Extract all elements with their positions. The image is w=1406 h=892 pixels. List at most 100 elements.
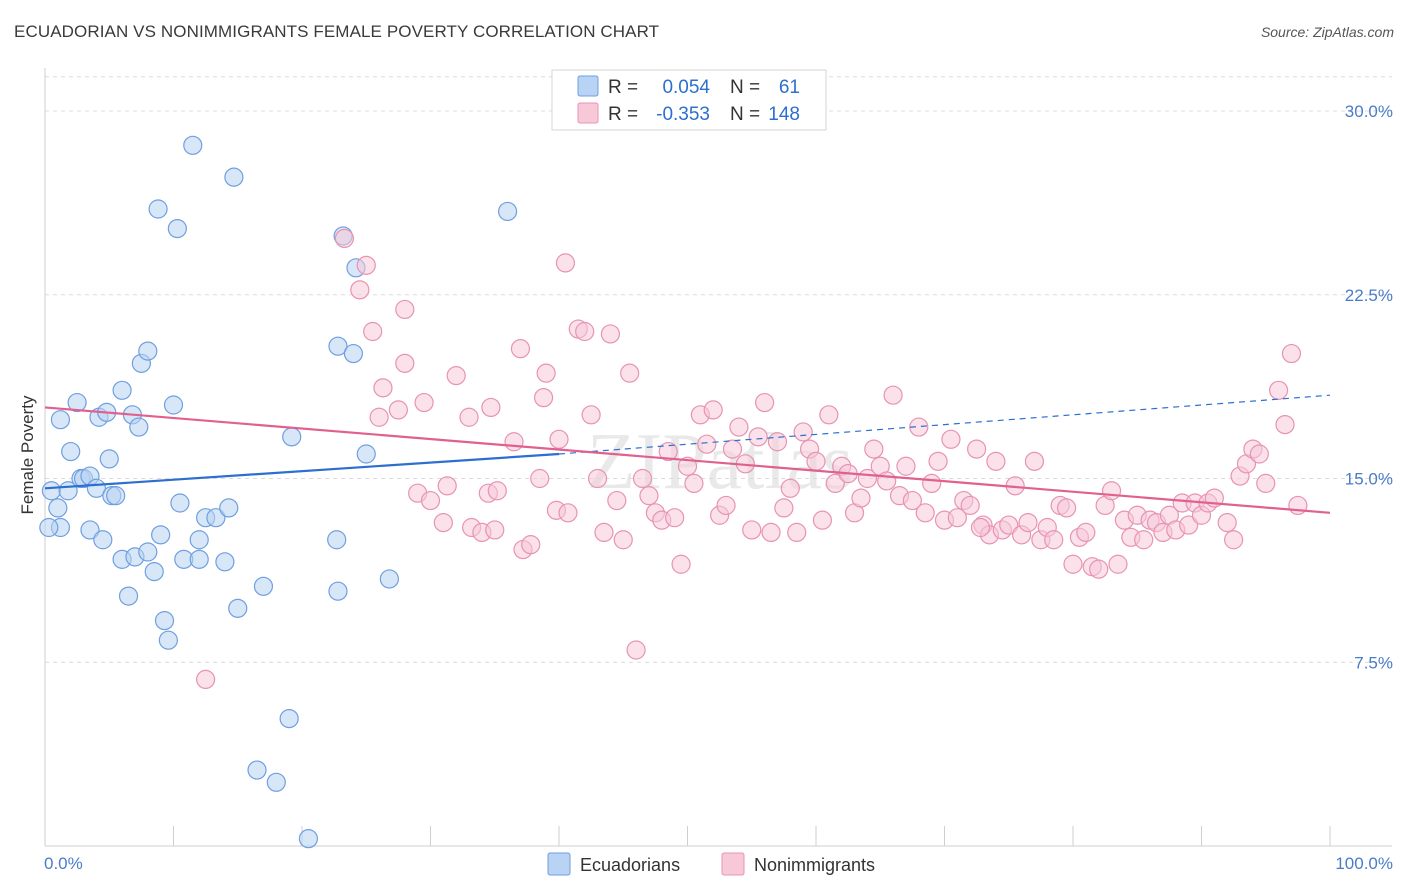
nonimmigrant-point bbox=[1024, 451, 1045, 471]
nonimmigrant-point bbox=[446, 366, 466, 386]
source-label: Source: ZipAtlas.com bbox=[1260, 24, 1394, 40]
ecuadorian-point bbox=[170, 493, 190, 513]
y-tick-label: 7.5% bbox=[1354, 653, 1393, 672]
nonimmigrant-point bbox=[414, 392, 434, 413]
ecuadorian-trend-extension bbox=[558, 394, 1331, 455]
nonimmigrant-point bbox=[549, 429, 569, 449]
ecuadorian-point bbox=[144, 561, 164, 582]
legend-swatch-nonimmigrants bbox=[577, 102, 599, 124]
ecuadorian-point bbox=[328, 336, 348, 356]
ecuadorian-point bbox=[138, 341, 158, 361]
ecuadorian-point bbox=[189, 549, 209, 569]
nonimmigrant-point bbox=[902, 490, 922, 511]
nonimmigrant-point bbox=[1089, 559, 1109, 579]
nonimmigrant-point bbox=[1056, 498, 1077, 518]
ecuadorian-point bbox=[93, 530, 113, 550]
nonimmigrant-point bbox=[373, 378, 393, 398]
nonimmigrant-point bbox=[658, 441, 678, 462]
ecuadorian-point bbox=[327, 530, 347, 550]
series-nonimmigrants bbox=[196, 228, 1308, 690]
nonimmigrant-point bbox=[558, 503, 578, 523]
ecuadorian-point bbox=[39, 517, 59, 538]
legend: R = 0.054 N = 61 R = -0.353 N = 148 bbox=[551, 69, 827, 131]
nonimmigrant-point bbox=[742, 520, 762, 540]
nonimmigrant-point bbox=[780, 478, 800, 498]
bottom-legend-label-nonimmigrants: Nonimmigrants bbox=[754, 855, 875, 875]
nonimmigrant-point bbox=[607, 490, 627, 511]
ecuadorian-point bbox=[206, 508, 226, 528]
nonimmigrant-point bbox=[1101, 481, 1122, 501]
nonimmigrant-point bbox=[761, 522, 781, 543]
nonimmigrant-point bbox=[510, 339, 531, 359]
y-tick-labels: 7.5% 15.0% 22.5% 30.0% bbox=[1345, 102, 1393, 672]
nonimmigrant-point bbox=[909, 417, 929, 437]
nonimmigrant-point bbox=[1018, 512, 1038, 533]
nonimmigrant-point bbox=[521, 535, 541, 555]
chart-title: ECUADORIAN VS NONIMMIGRANTS FEMALE POVER… bbox=[14, 22, 660, 41]
legend-r-value-1: 0.054 bbox=[662, 77, 710, 98]
nonimmigrant-point bbox=[350, 280, 370, 300]
nonimmigrant-point bbox=[812, 510, 833, 530]
nonimmigrant-point bbox=[369, 407, 389, 427]
grid-lines bbox=[45, 76, 1392, 663]
nonimmigrant-point bbox=[196, 669, 216, 690]
nonimmigrant-point bbox=[1179, 515, 1199, 535]
nonimmigrant-point bbox=[1281, 343, 1302, 364]
ecuadorian-point bbox=[129, 417, 149, 437]
ecuadorian-point bbox=[215, 552, 235, 572]
nonimmigrant-point bbox=[941, 429, 961, 449]
legend-n-value-2: 148 bbox=[768, 104, 800, 125]
ecuadorian-point bbox=[298, 829, 319, 849]
bottom-legend-swatch-ecuadorians bbox=[547, 852, 571, 876]
nonimmigrant-point bbox=[459, 407, 479, 427]
nonimmigrant-point bbox=[1268, 380, 1289, 400]
ecuadorian-point bbox=[498, 201, 518, 222]
ecuadorian-point bbox=[67, 392, 87, 413]
nonimmigrant-point bbox=[395, 299, 415, 320]
nonimmigrant-point bbox=[819, 405, 839, 425]
nonimmigrant-point bbox=[587, 468, 608, 489]
nonimmigrant-point bbox=[928, 451, 948, 471]
nonimmigrant-point bbox=[504, 432, 524, 452]
ecuadorian-point bbox=[154, 610, 175, 631]
ecuadorian-point bbox=[183, 135, 203, 155]
nonimmigrant-point bbox=[356, 255, 376, 275]
ecuadorian-point bbox=[138, 542, 158, 562]
nonimmigrant-point bbox=[947, 508, 967, 528]
ecuadorian-point bbox=[99, 449, 119, 469]
ecuadorian-point bbox=[328, 581, 348, 601]
nonimmigrant-point bbox=[825, 473, 845, 493]
nonimmigrant-point bbox=[677, 456, 698, 476]
nonimmigrant-point bbox=[793, 422, 813, 442]
nonimmigrant-point bbox=[697, 434, 717, 454]
nonimmigrant-point bbox=[967, 439, 987, 459]
nonimmigrant-point bbox=[970, 517, 991, 538]
ecuadorian-point bbox=[106, 486, 126, 506]
nonimmigrant-point bbox=[787, 522, 807, 543]
nonimmigrant-point bbox=[767, 432, 788, 452]
ecuadorian-point bbox=[61, 441, 81, 462]
x-tick-label: 0.0% bbox=[44, 854, 83, 873]
ecuadorian-point bbox=[118, 586, 139, 606]
ecuadorian-point bbox=[163, 395, 184, 415]
nonimmigrant-point bbox=[433, 512, 453, 533]
nonimmigrant-point bbox=[986, 451, 1006, 471]
legend-n-label-2: N = bbox=[730, 104, 760, 125]
nonimmigrant-point bbox=[420, 490, 441, 511]
nonimmigrant-point bbox=[754, 392, 775, 413]
ecuadorian-point bbox=[50, 410, 71, 430]
nonimmigrant-point bbox=[665, 508, 685, 528]
ecuadorian-point bbox=[41, 481, 62, 501]
nonimmigrant-point bbox=[437, 476, 457, 496]
data-points bbox=[39, 135, 1308, 849]
legend-r-label-1: R = bbox=[608, 77, 638, 98]
ecuadorian-point bbox=[224, 167, 244, 187]
nonimmigrant-point bbox=[1063, 554, 1083, 574]
nonimmigrant-point bbox=[533, 388, 554, 408]
nonimmigrant-point bbox=[1217, 512, 1237, 533]
nonimmigrant-point bbox=[363, 321, 383, 342]
x-tick-label: 100.0% bbox=[1335, 854, 1393, 873]
ecuadorian-point bbox=[48, 498, 68, 518]
ecuadorian-point bbox=[228, 598, 248, 618]
